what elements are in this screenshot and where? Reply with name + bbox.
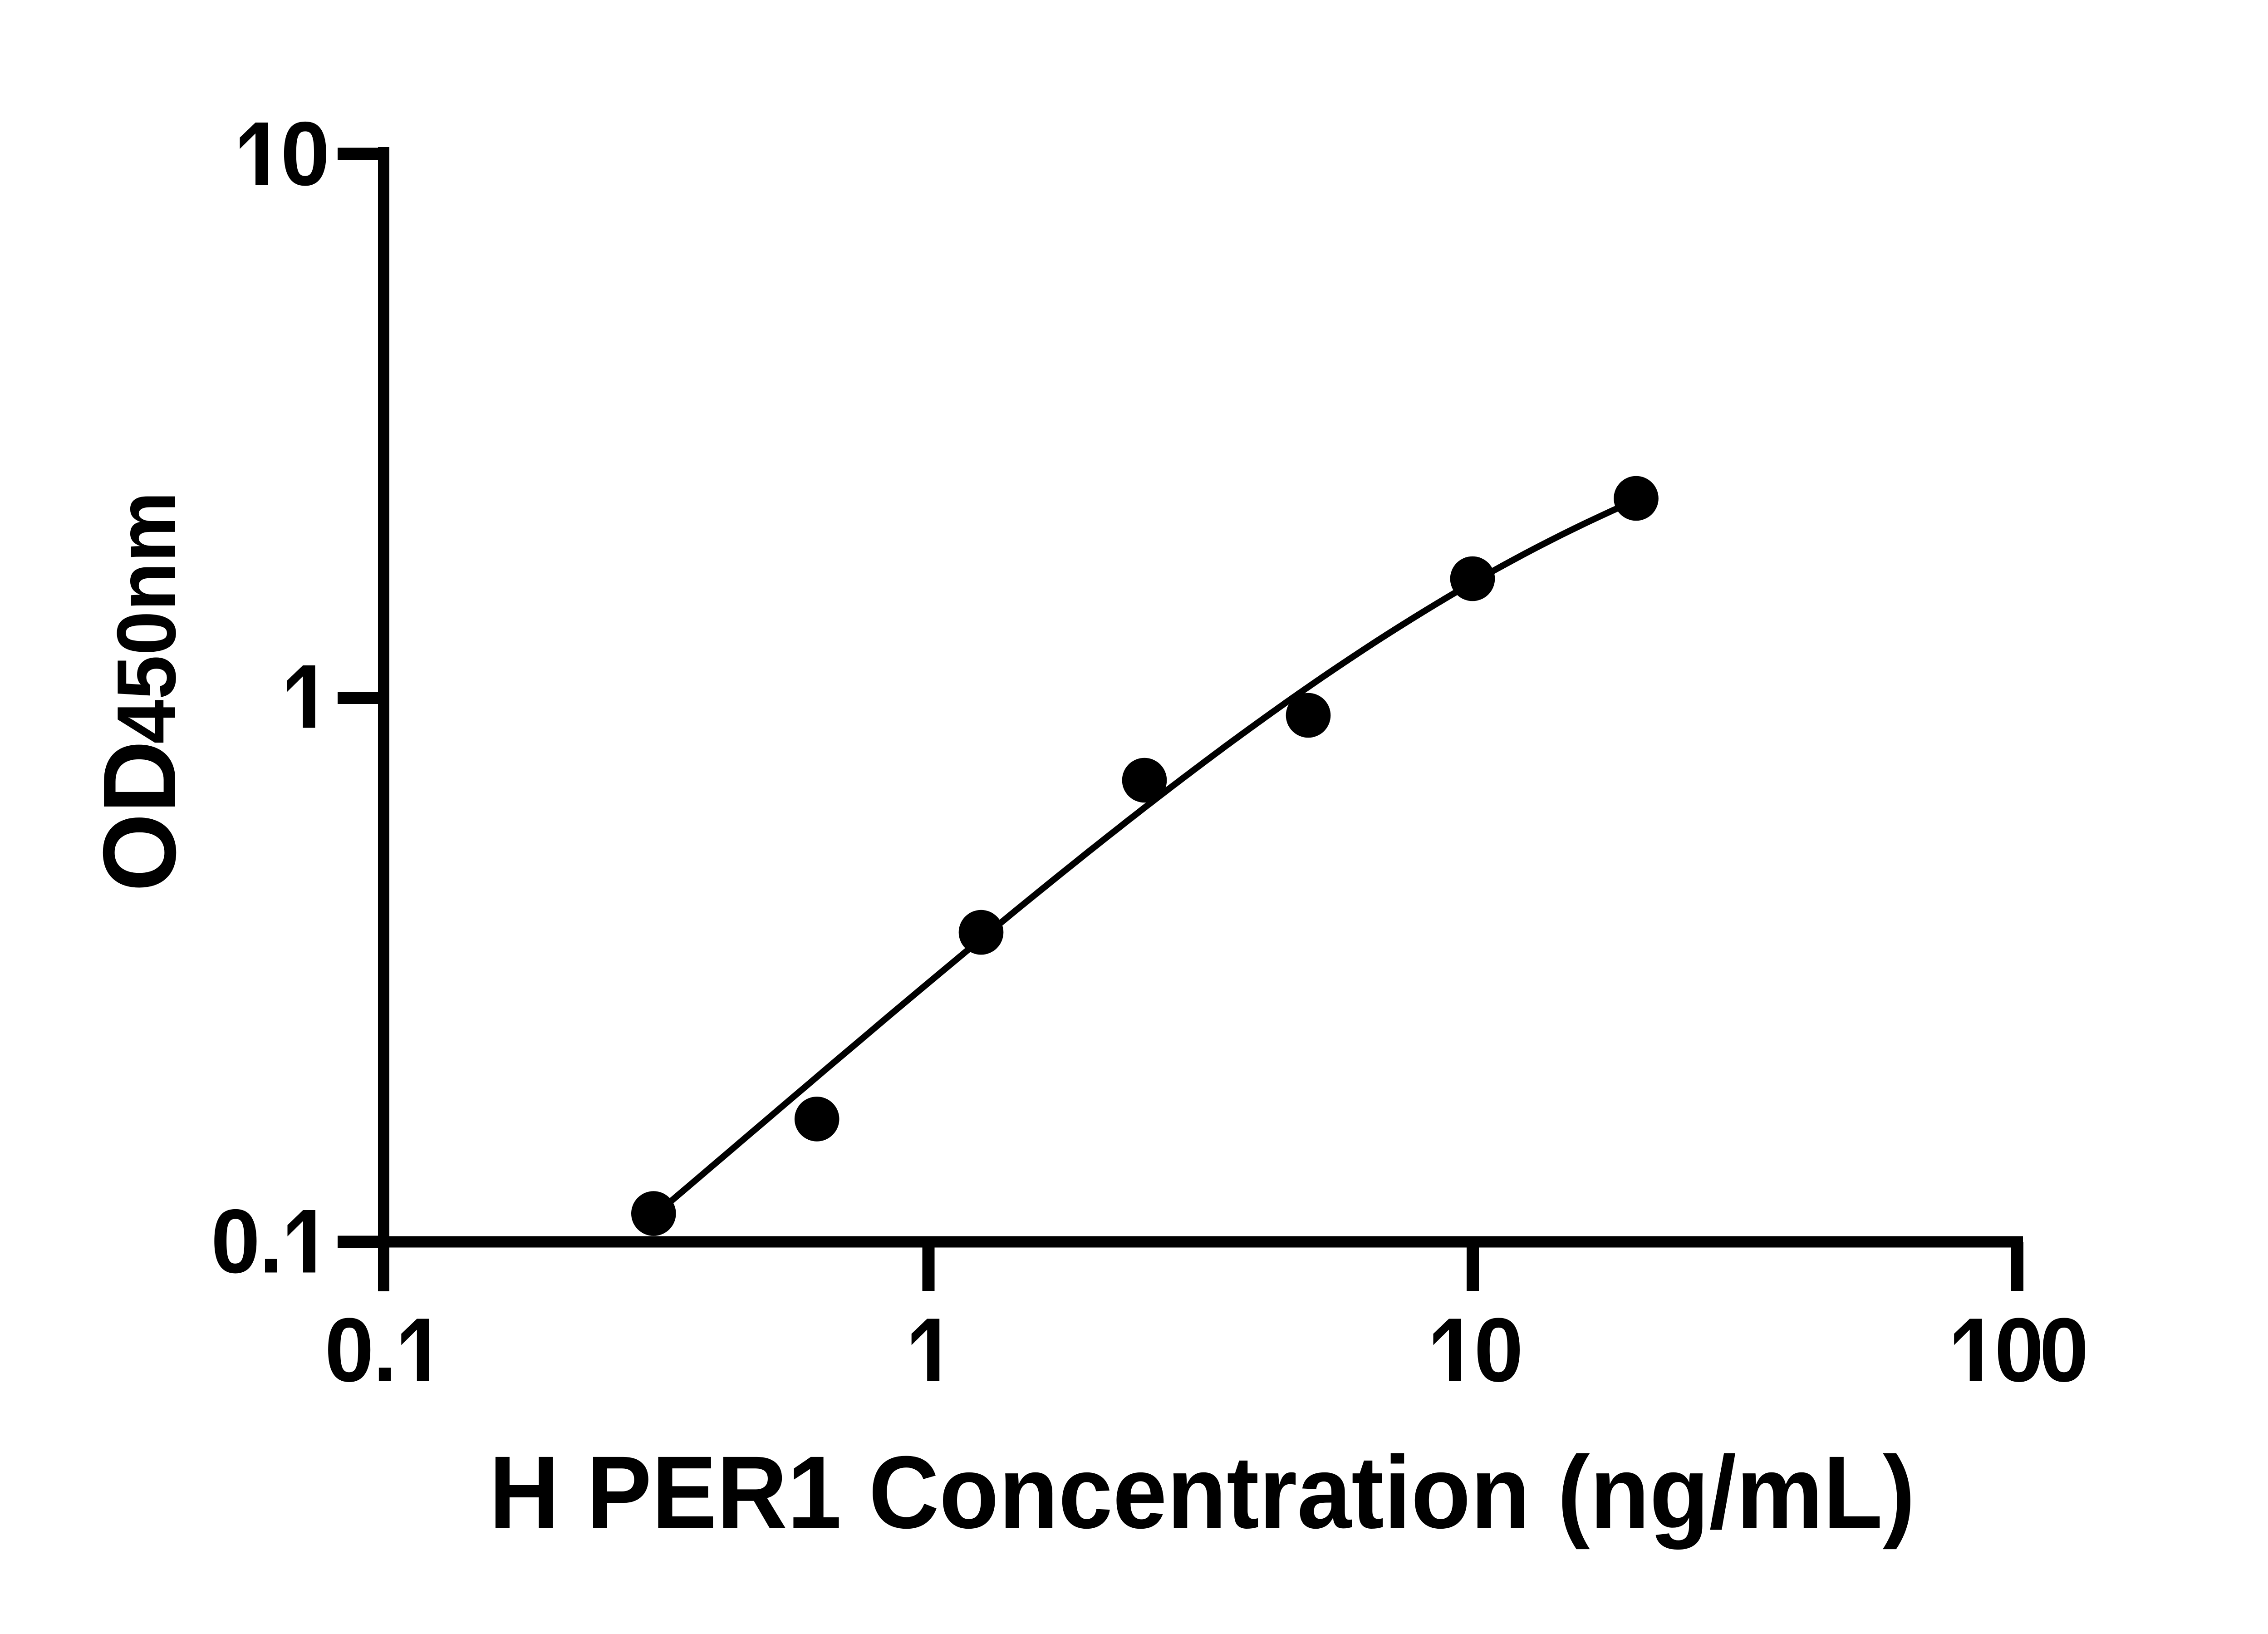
svg-text:0: 0 xyxy=(1474,1299,1523,1401)
svg-text:450nm: 450nm xyxy=(99,492,193,744)
svg-text:0: 0 xyxy=(324,1299,374,1401)
svg-text:H PER1 Concentration (ng/mL): H PER1 Concentration (ng/mL) xyxy=(489,1435,1915,1550)
svg-text:OD: OD xyxy=(82,740,197,891)
svg-text:0: 0 xyxy=(211,1191,260,1292)
svg-text:.: . xyxy=(259,1191,283,1292)
svg-text:0: 0 xyxy=(2039,1299,2089,1401)
svg-text:0: 0 xyxy=(1994,1299,2044,1401)
svg-text:0: 0 xyxy=(280,103,330,205)
svg-text:.: . xyxy=(373,1299,397,1401)
